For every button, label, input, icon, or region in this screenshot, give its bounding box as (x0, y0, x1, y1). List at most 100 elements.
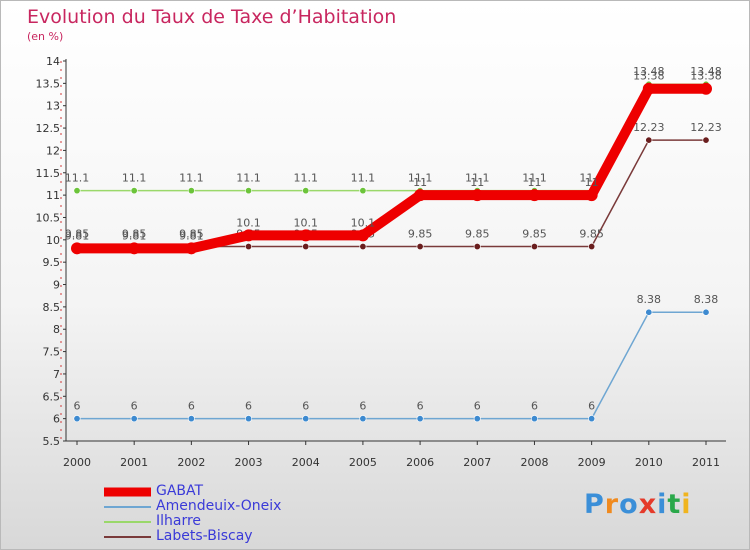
data-point-gabat (71, 242, 83, 255)
data-label-gabat: 10.1 (236, 216, 261, 229)
data-point-gabat (128, 242, 141, 255)
data-label-gabat: 11 (527, 176, 541, 189)
x-tick-label: 2011 (692, 456, 720, 469)
data-label-amendeuix-oneix: 6 (131, 400, 138, 413)
data-point-amendeuix-oneix (73, 415, 81, 423)
data-label-labets-biscay: 12.23 (633, 121, 665, 134)
legend-label-labets-biscay: Labets-Biscay (156, 528, 253, 544)
data-point-amendeuix-oneix (530, 415, 538, 423)
data-label-gabat: 13.38 (690, 70, 722, 83)
data-point-amendeuix-oneix (473, 415, 481, 423)
data-point-ilharre (359, 187, 367, 195)
y-tick-label: 9 (53, 279, 60, 292)
data-point-ilharre (187, 187, 195, 195)
data-label-gabat: 11 (470, 176, 484, 189)
data-label-ilharre: 11.1 (408, 172, 433, 185)
data-label-gabat: 10.1 (293, 216, 318, 229)
y-tick-label: 8 (53, 323, 60, 336)
data-point-labets-biscay (702, 136, 710, 144)
data-label-gabat: 13.38 (633, 70, 665, 83)
data-point-gabat (185, 242, 198, 255)
data-label-gabat: 11 (413, 176, 427, 189)
data-label-amendeuix-oneix: 6 (188, 400, 195, 413)
data-label-ilharre: 11.1 (65, 172, 90, 185)
data-label-amendeuix-oneix: 6 (74, 400, 81, 413)
data-label-amendeuix-oneix: 6 (474, 400, 481, 413)
x-tick-label: 2007 (463, 456, 491, 469)
data-label-ilharre: 11.1 (236, 172, 261, 185)
data-label-gabat: 11 (585, 176, 599, 189)
y-tick-label: 9.5 (43, 256, 61, 269)
data-label-ilharre: 11.1 (122, 172, 147, 185)
series-line-gabat (72, 83, 711, 254)
data-label-amendeuix-oneix: 6 (588, 400, 595, 413)
data-label-ilharre: 13.48 (633, 65, 665, 78)
x-tick-label: 2002 (177, 456, 205, 469)
data-label-ilharre: 11.1 (179, 172, 204, 185)
data-point-labets-biscay (645, 136, 653, 144)
data-point-gabat (356, 229, 369, 242)
x-tick-label: 2009 (578, 456, 606, 469)
y-tick-label: 14 (46, 55, 60, 68)
data-point-gabat (299, 229, 312, 242)
y-tick-label: 11.5 (36, 167, 61, 180)
y-tick-label: 6.5 (43, 390, 61, 403)
data-point-amendeuix-oneix (359, 415, 367, 423)
data-point-amendeuix-oneix (416, 415, 424, 423)
logo-letter: t (667, 489, 682, 520)
data-label-gabat: 10.1 (351, 216, 376, 229)
series-line-ilharre (76, 83, 707, 192)
data-label-labets-biscay: 9.85 (179, 228, 204, 241)
legend-label-gabat: GABAT (156, 483, 204, 499)
y-tick-label: 11 (46, 189, 60, 202)
series-line-amendeuix-oneix (76, 311, 707, 420)
data-point-gabat (471, 189, 484, 202)
data-label-amendeuix-oneix: 6 (531, 400, 538, 413)
legend-label-ilharre: Ilharre (156, 513, 202, 529)
chart-title: Evolution du Taux de Taxe d’Habitation (27, 6, 397, 28)
data-label-ilharre: 13.48 (690, 65, 722, 78)
data-label-amendeuix-oneix: 6 (302, 400, 309, 413)
data-point-amendeuix-oneix (645, 308, 653, 316)
logo-letter: x (638, 489, 658, 520)
data-label-labets-biscay: 9.85 (408, 228, 433, 241)
data-label-ilharre: 11.1 (351, 172, 376, 185)
data-point-ilharre (302, 187, 310, 195)
data-point-amendeuix-oneix (245, 415, 253, 423)
data-point-labets-biscay (416, 243, 424, 251)
data-label-amendeuix-oneix: 6 (245, 400, 252, 413)
data-point-labets-biscay (473, 243, 481, 251)
data-point-gabat (528, 189, 541, 202)
y-tick-label: 13 (46, 100, 60, 113)
y-tick-label: 10.5 (36, 211, 61, 224)
data-point-amendeuix-oneix (302, 415, 310, 423)
y-tick-label: 13.5 (36, 77, 61, 90)
data-point-ilharre (130, 187, 138, 195)
data-point-gabat (414, 189, 427, 202)
x-tick-label: 2008 (520, 456, 548, 469)
data-label-labets-biscay: 9.85 (122, 228, 147, 241)
data-point-amendeuix-oneix (588, 415, 596, 423)
proxiti-logo: Proxiti (584, 489, 692, 520)
data-point-amendeuix-oneix (187, 415, 195, 423)
logo-letter: o (619, 489, 639, 520)
data-label-gabat: 9.81 (122, 229, 147, 242)
data-point-amendeuix-oneix (130, 415, 138, 423)
logo-letter: i (681, 489, 692, 520)
chart-subtitle: (en %) (27, 30, 64, 43)
x-tick-label: 2006 (406, 456, 434, 469)
x-tick-label: 2001 (120, 456, 148, 469)
data-point-labets-biscay (245, 243, 253, 251)
x-tick-label: 2010 (635, 456, 663, 469)
data-label-labets-biscay: 9.85 (65, 228, 90, 241)
data-label-labets-biscay: 9.85 (465, 228, 490, 241)
data-label-gabat: 9.81 (179, 229, 204, 242)
data-label-amendeuix-oneix: 6 (417, 400, 424, 413)
y-tick-label: 10 (46, 234, 60, 247)
x-tick-label: 2003 (235, 456, 263, 469)
data-label-labets-biscay: 9.85 (522, 228, 547, 241)
y-tick-label: 12 (46, 144, 60, 157)
y-tick-label: 7 (53, 368, 60, 381)
data-label-gabat: 9.81 (65, 229, 90, 242)
